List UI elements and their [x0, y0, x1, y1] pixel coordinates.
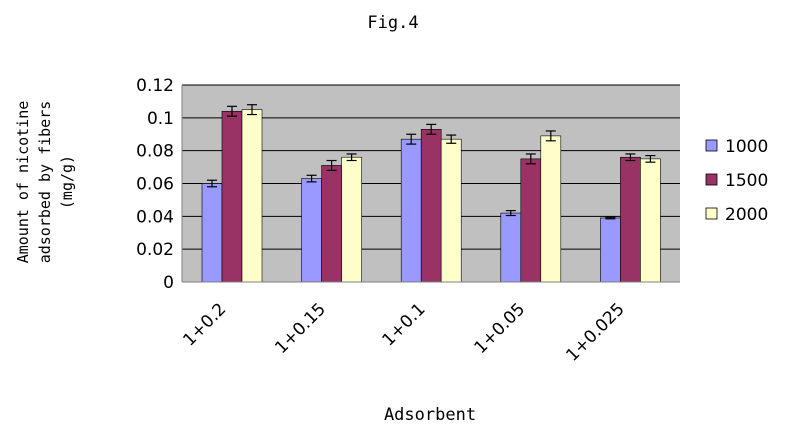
bar	[201, 183, 223, 283]
y-axis-title-line-1: Amount of nicotine	[14, 101, 32, 264]
bar	[221, 110, 243, 283]
y-tick-label: 0.12	[136, 76, 174, 96]
y-tick-label: 0.02	[136, 240, 174, 260]
x-axis-title: Adsorbent	[384, 405, 476, 425]
bar	[600, 217, 621, 283]
x-tick-label: 1+0.05	[471, 299, 530, 358]
bars	[201, 109, 661, 283]
x-tick-label: 1+0.025	[562, 299, 628, 365]
legend-label: 2000	[725, 205, 768, 225]
bar	[540, 135, 562, 283]
error-bars	[207, 104, 656, 220]
bar	[341, 156, 362, 283]
y-tick-labels: 0 0.02 0.04 0.06 0.08 0.1 0.12	[136, 76, 174, 293]
y-tick-label: 0.1	[147, 109, 174, 129]
y-tick-label: 0.06	[136, 175, 174, 195]
y-tick-label: 0.04	[136, 207, 174, 227]
bar	[301, 178, 322, 283]
y-axis-title-line-2: adsorbed by fibers	[36, 101, 54, 264]
y-tick-label: 0.08	[136, 142, 174, 162]
bar	[520, 158, 542, 283]
bar	[420, 129, 442, 283]
legend: 1000 1500 2000	[705, 137, 768, 225]
legend-swatch	[705, 139, 718, 152]
x-tick-label: 1+0.2	[179, 299, 230, 350]
y-axis-title: Amount of nicotine adsorbed by fibers (m…	[14, 101, 76, 264]
bar	[321, 165, 342, 283]
x-tick-label: 1+0.15	[271, 299, 330, 358]
chart-title: Fig.4	[367, 13, 418, 33]
y-axis-title-line-3: (mg/g)	[58, 155, 76, 209]
x-tick-label: 1+0.1	[379, 299, 430, 350]
legend-label: 1000	[725, 137, 768, 157]
bar	[400, 138, 422, 283]
bar	[620, 156, 641, 283]
bar	[241, 109, 263, 283]
legend-swatch	[705, 207, 718, 220]
bar	[640, 158, 661, 283]
y-tick-label: 0	[163, 273, 174, 293]
bar	[440, 138, 462, 283]
bar	[500, 212, 522, 283]
legend-swatch	[705, 173, 718, 186]
legend-label: 1500	[725, 171, 768, 191]
x-tick-labels: 1+0.2 1+0.15 1+0.1 1+0.05 1+0.025	[179, 299, 628, 365]
